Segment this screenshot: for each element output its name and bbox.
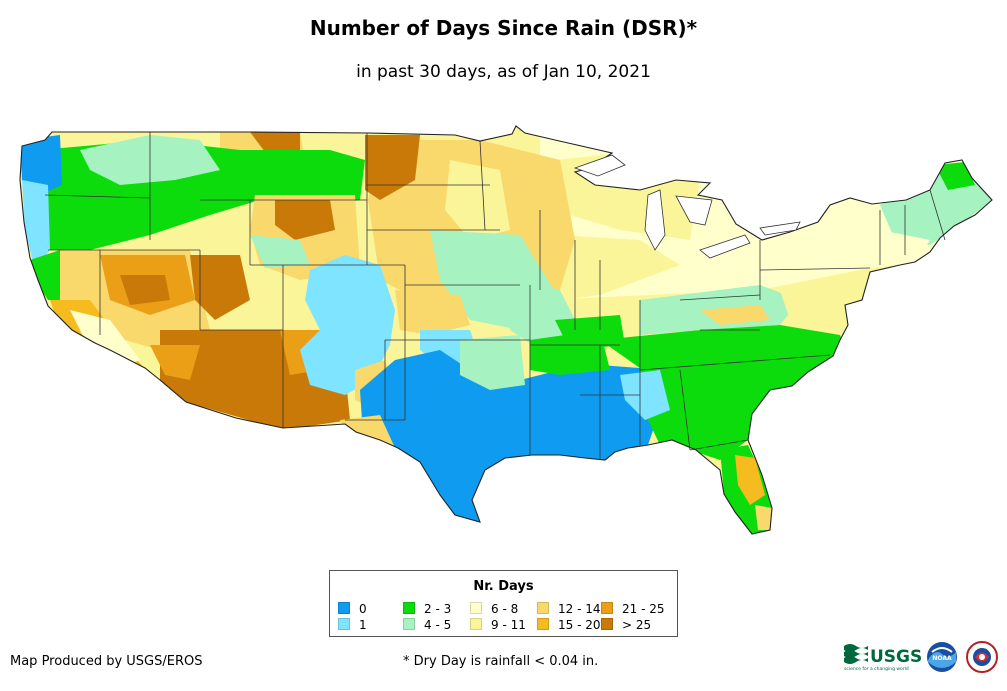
legend-item-6: 12 - 14 (537, 602, 601, 616)
legend-label: 12 - 14 (558, 602, 601, 616)
legend-item-9: > 25 (601, 618, 651, 632)
legend-label: 6 - 8 (491, 602, 519, 616)
usgs-wordmark: USGS (870, 647, 922, 667)
noaa-logo-icon: NOAA (927, 642, 957, 672)
legend-swatch (338, 618, 350, 630)
credit-text: Map Produced by USGS/EROS (10, 654, 203, 669)
legend-label: 4 - 5 (424, 618, 452, 632)
legend-swatch (470, 602, 482, 614)
legend-swatch (601, 618, 613, 630)
usgs-tagline: science for a changing world (844, 666, 909, 672)
noaa-wordmark: NOAA (932, 655, 952, 662)
legend-item-2: 2 - 3 (403, 602, 451, 616)
legend-label: 1 (359, 618, 367, 632)
legend-swatch (537, 618, 549, 630)
legend-item-4: 6 - 8 (470, 602, 518, 616)
map-subtitle: in past 30 days, as of Jan 10, 2021 (356, 62, 651, 82)
legend-swatch (470, 618, 482, 630)
legend-item-7: 15 - 20 (537, 618, 601, 632)
legend-item-0: 0 (338, 602, 367, 616)
legend-item-1: 1 (338, 618, 367, 632)
nws-logo-icon (966, 641, 998, 673)
legend-swatch (537, 602, 549, 614)
legend: Nr. Days 0 1 2 - 3 4 - 5 6 - 8 9 - 11 12… (329, 570, 678, 637)
legend-item-3: 4 - 5 (403, 618, 451, 632)
legend-label: 15 - 20 (558, 618, 601, 632)
legend-title: Nr. Days (473, 579, 534, 594)
legend-swatch (403, 618, 415, 630)
legend-label: 9 - 11 (491, 618, 526, 632)
legend-label: 2 - 3 (424, 602, 452, 616)
legend-label: 21 - 25 (622, 602, 665, 616)
usgs-logo-icon: USGS science for a changing world (844, 644, 922, 672)
legend-swatch (403, 602, 415, 614)
footnote-text: * Dry Day is rainfall < 0.04 in. (403, 654, 599, 669)
legend-item-8: 21 - 25 (601, 602, 665, 616)
legend-swatch (601, 602, 613, 614)
legend-item-5: 9 - 11 (470, 618, 526, 632)
legend-swatch (338, 602, 350, 614)
agency-logos: USGS science for a changing world NOAA (844, 641, 998, 673)
us-dsr-map (19, 125, 993, 535)
legend-label: 0 (359, 602, 367, 616)
map-title: Number of Days Since Rain (DSR)* (309, 16, 698, 40)
legend-label: > 25 (622, 618, 652, 632)
